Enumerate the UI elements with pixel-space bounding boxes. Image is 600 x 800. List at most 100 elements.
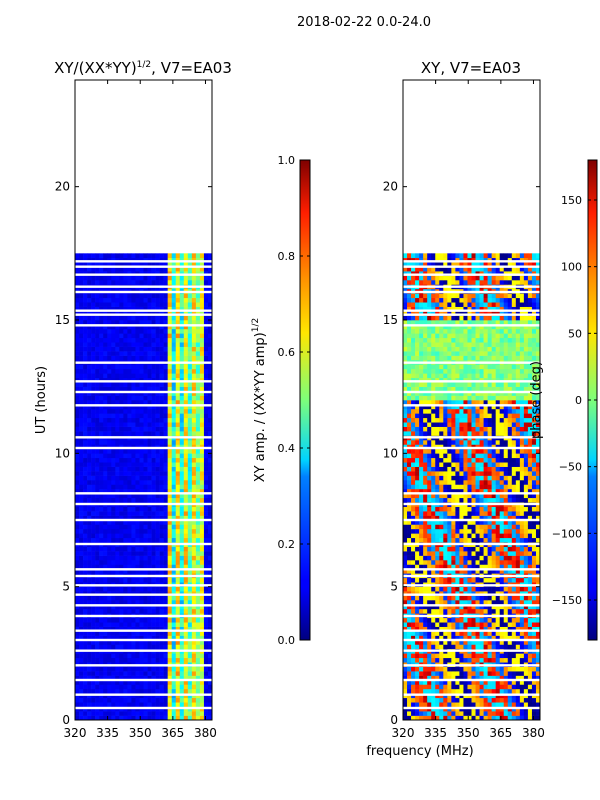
amplitude-heatmap-cell [75,528,80,534]
amplitude-heatmap-cell [203,555,209,561]
amplitude-heatmap-cell [131,604,136,610]
phase-heatmap-cell [499,546,505,552]
amplitude-heatmap-cell [183,533,189,539]
amplitude-heatmap-cell [79,715,84,720]
amplitude-heatmap-cell [95,400,100,405]
amplitude-heatmap-cell [75,595,80,601]
phase-heatmap-cell [487,604,492,610]
phase-heatmap-cell [435,568,440,574]
amplitude-heatmap-cell [107,488,112,494]
phase-heatmap-cell [439,604,444,610]
amplitude-heatmap-cell [155,448,160,454]
phase-heatmap-cell [479,715,484,720]
phase-heatmap-cell [463,617,468,623]
amplitude-heatmap-cell [131,408,136,414]
amplitude-heatmap-cell [135,266,140,272]
amplitude-heatmap-cell [87,688,92,694]
amplitude-heatmap-cell [79,688,84,694]
amplitude-heatmap-cell [187,533,193,539]
phase-heatmap-cell [531,675,537,681]
amplitude-heatmap-cell [87,715,92,720]
amplitude-flagged-gap [75,324,212,327]
amplitude-heatmap-cell [167,595,173,601]
amplitude-heatmap-cell [155,373,160,379]
amplitude-heatmap-cell [75,346,80,352]
phase-heatmap-cell [475,617,480,623]
amplitude-heatmap-cell [151,275,156,281]
amplitude-heatmap-cell [143,711,148,716]
amplitude-heatmap-cell [191,391,197,396]
amplitude-heatmap-cell [139,493,144,499]
amplitude-heatmap-cell [143,595,148,601]
amplitude-heatmap-cell [115,404,120,410]
amplitude-heatmap-cell [147,342,152,347]
amplitude-heatmap-cell [75,364,80,370]
amplitude-heatmap-cell [199,577,205,583]
amplitude-heatmap-cell [127,528,132,534]
phase-heatmap-cell [531,586,537,592]
amplitude-heatmap-cell [143,346,148,352]
amplitude-heatmap-cell [111,604,116,610]
amplitude-heatmap-cell [159,306,164,312]
phase-heatmap-cell [439,600,444,605]
amplitude-heatmap-cell [195,395,201,401]
amplitude-heatmap-cell [159,515,164,521]
phase-heatmap-cell [511,595,517,601]
phase-heatmap-cell [527,551,533,556]
amplitude-heatmap-cell [207,533,212,539]
amplitude-heatmap-cell [163,457,168,463]
amplitude-heatmap-cell [75,537,80,543]
amplitude-heatmap-cell [191,368,197,374]
phase-heatmap-cell [407,604,412,610]
phase-heatmap-cell [503,595,509,601]
phase-heatmap-cell [471,671,476,676]
amplitude-heatmap-cell [207,675,212,681]
amplitude-heatmap-cell [191,315,197,321]
amplitude-heatmap-cell [143,368,148,374]
amplitude-heatmap-cell [203,346,209,352]
amplitude-heatmap-cell [191,680,197,685]
amplitude-heatmap-cell [163,600,168,605]
phase-heatmap-cell [443,604,448,610]
amplitude-heatmap-cell [151,466,156,472]
amplitude-heatmap-cell [175,493,181,499]
amplitude-heatmap-cell [123,684,128,690]
amplitude-heatmap-cell [123,608,128,614]
phase-heatmap-cell [411,626,416,632]
phase-heatmap-cell [411,684,416,690]
amplitude-heatmap-cell [127,555,132,561]
amplitude-heatmap-cell [155,328,160,334]
amplitude-heatmap-cell [199,417,205,423]
amplitude-heatmap-cell [195,253,201,259]
amplitude-heatmap-cell [79,293,84,299]
amplitude-heatmap-cell [175,524,181,530]
amplitude-heatmap-cell [91,537,96,543]
amplitude-heatmap-cell [83,568,88,574]
phase-heatmap-cell [419,560,424,565]
amplitude-heatmap-cell [123,675,128,681]
amplitude-heatmap-cell [143,395,148,401]
amplitude-heatmap-cell [179,644,185,650]
amplitude-heatmap-cell [187,528,193,534]
amplitude-heatmap-cell [139,688,144,694]
amplitude-heatmap-cell [107,640,112,645]
amplitude-heatmap-cell [83,315,88,321]
phase-heatmap-cell [535,600,540,605]
amplitude-heatmap-cell [175,324,181,330]
phase-heatmap-cell [443,666,448,672]
amplitude-heatmap-cell [79,635,84,641]
phase-heatmap-cell [511,617,517,623]
amplitude-heatmap-cell [163,497,168,503]
amplitude-heatmap-cell [155,520,160,525]
amplitude-heatmap-cell [195,320,201,325]
amplitude-heatmap-cell [183,600,189,605]
phase-heatmap-cell [535,680,540,685]
amplitude-heatmap-cell [83,355,88,361]
amplitude-heatmap-cell [99,440,104,445]
phase-heatmap-cell [487,626,492,632]
amplitude-heatmap-cell [207,440,212,445]
amplitude-heatmap-cell [203,560,209,565]
phase-heatmap-cell [463,680,468,685]
amplitude-heatmap-cell [203,355,209,361]
amplitude-heatmap-cell [103,275,108,281]
